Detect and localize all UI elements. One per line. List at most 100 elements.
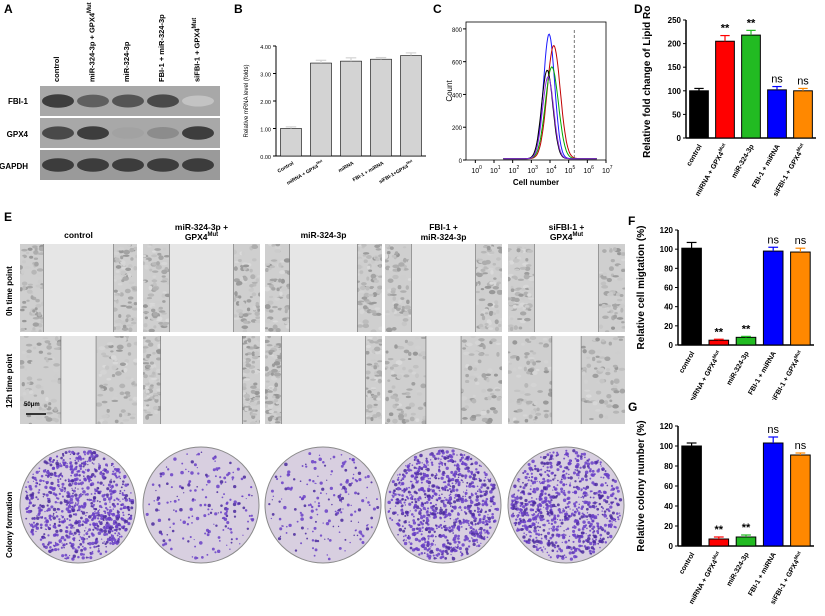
blot-lane-label: siFBI-1 + GPX4Mut (192, 17, 202, 82)
cell-texture (508, 301, 515, 306)
cell-texture (391, 307, 395, 313)
colony (64, 553, 68, 557)
cell-texture (362, 254, 367, 257)
cell-texture (389, 366, 394, 370)
colony (566, 511, 568, 513)
colony (440, 499, 444, 503)
colony (540, 514, 545, 519)
colony (544, 492, 547, 495)
colony (560, 487, 564, 491)
colony (75, 456, 79, 460)
colony (444, 513, 449, 518)
wound-image-0h (265, 244, 382, 332)
cell-texture (534, 416, 538, 420)
colony (244, 509, 248, 512)
colony (556, 484, 559, 486)
colony (559, 480, 563, 484)
colony (224, 481, 227, 484)
cell-texture (609, 249, 613, 253)
colony (542, 455, 547, 460)
bar (793, 90, 813, 139)
colony (440, 461, 443, 464)
cell-texture (250, 413, 258, 416)
colony (97, 549, 101, 553)
colony (88, 498, 91, 502)
cell-texture (47, 358, 53, 361)
colony (564, 540, 568, 544)
cell-texture (420, 351, 427, 356)
colony (475, 503, 479, 507)
cell-texture (525, 338, 530, 342)
cell-texture (358, 290, 365, 293)
colony (93, 515, 97, 519)
colony (193, 538, 195, 541)
cell-texture (484, 312, 489, 315)
colony (557, 508, 561, 512)
cell-texture (53, 363, 60, 367)
colony (80, 481, 84, 485)
colony (116, 534, 119, 537)
colony (595, 538, 597, 541)
colony (113, 480, 116, 483)
scratch-gap (551, 336, 582, 424)
x-tick-label: control (686, 143, 704, 167)
colony (559, 465, 563, 468)
cell-texture (404, 419, 410, 423)
colony (351, 458, 355, 462)
cell-texture (528, 326, 534, 329)
colony (555, 454, 558, 457)
cell-texture (375, 258, 380, 262)
cell-texture (392, 268, 397, 272)
histogram-series (503, 76, 597, 160)
colony (578, 480, 581, 483)
colony (344, 460, 347, 463)
colony (523, 539, 526, 543)
colony (426, 507, 430, 510)
x-tick-exp: 0 (479, 165, 482, 171)
cell-texture (472, 394, 476, 398)
cell-texture (143, 329, 148, 332)
y-tick-label: 4.00 (260, 45, 271, 51)
cell-texture (154, 409, 159, 415)
cell-texture (392, 274, 399, 280)
colony (590, 473, 594, 477)
colony (578, 517, 582, 520)
colony (579, 466, 582, 469)
cell-texture (122, 254, 130, 257)
panel-label-e: E (4, 210, 13, 224)
cell-texture (53, 374, 59, 379)
colony (52, 544, 55, 547)
colony (49, 514, 52, 517)
cell-texture (143, 323, 148, 328)
cell-texture (621, 321, 625, 324)
cell-texture (265, 318, 272, 324)
cell-texture (394, 251, 399, 255)
colony (468, 539, 471, 543)
cell-texture (40, 319, 44, 324)
colony (119, 490, 122, 493)
colony (546, 453, 550, 457)
cell-texture (516, 287, 522, 290)
cell-texture (280, 286, 288, 291)
cell-texture (365, 344, 371, 349)
cell-texture (406, 299, 410, 305)
cell-texture (118, 313, 122, 318)
colony (326, 479, 328, 481)
colony (397, 533, 399, 536)
colony (200, 451, 203, 454)
colony (518, 511, 521, 514)
colony (600, 484, 603, 487)
colony (90, 479, 93, 482)
colony (483, 490, 485, 493)
colony (180, 486, 184, 489)
cell-texture (397, 346, 405, 350)
colony (486, 536, 489, 539)
colony (487, 516, 492, 521)
colony (564, 516, 568, 520)
cell-texture (378, 326, 382, 331)
colony (573, 490, 578, 494)
cell-texture (251, 292, 257, 297)
colony (189, 536, 192, 539)
colony (561, 556, 565, 560)
colony (574, 469, 577, 471)
